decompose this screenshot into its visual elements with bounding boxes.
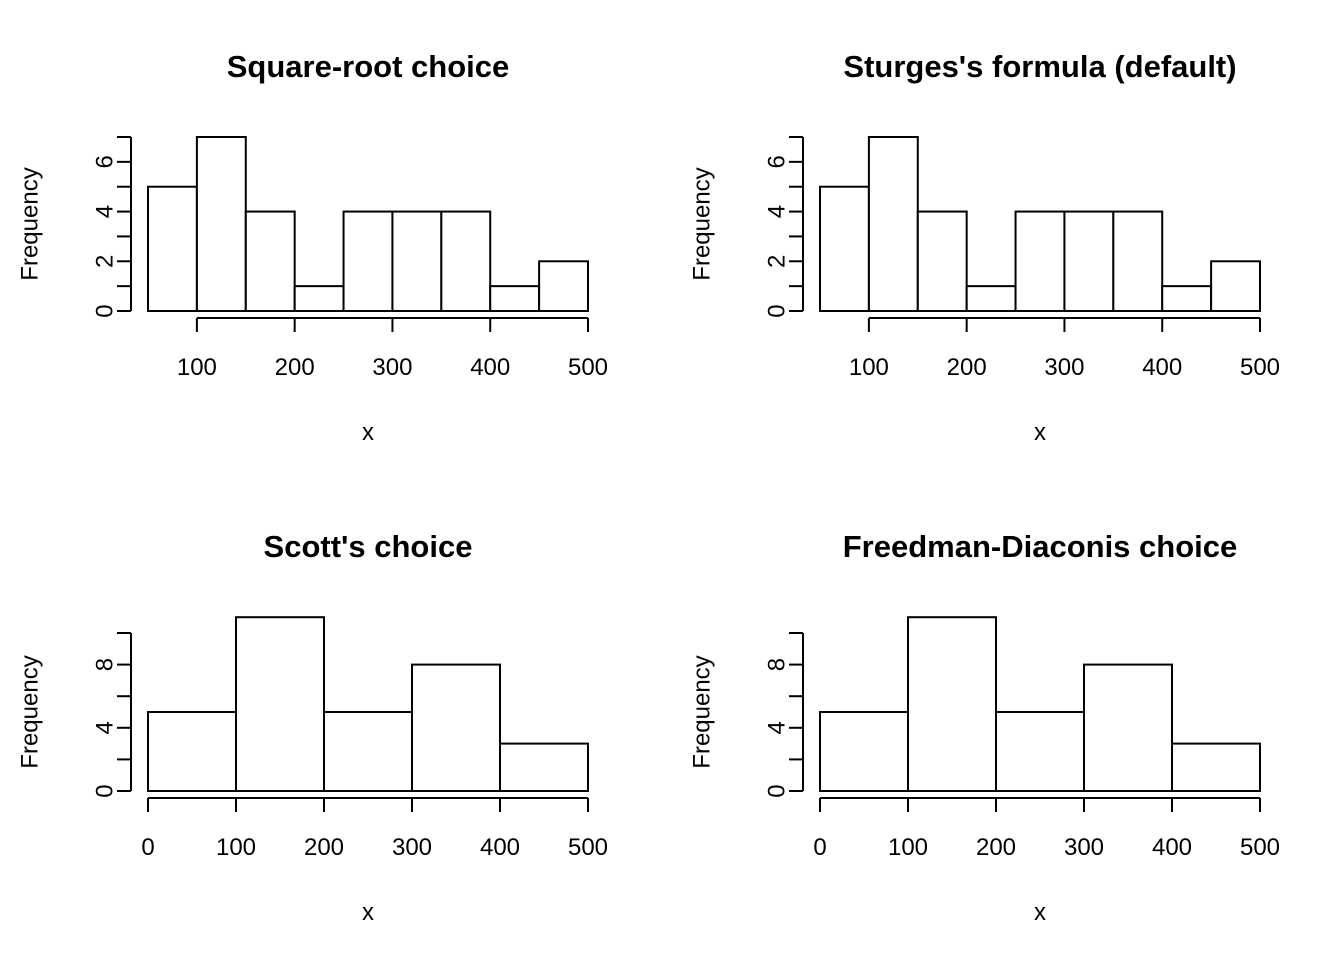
histogram-bar <box>244 210 296 312</box>
histogram-bar <box>391 210 443 312</box>
y-tick-label: 6 <box>92 155 119 168</box>
x-tick-label: 200 <box>947 354 987 381</box>
x-tick-label: 400 <box>480 834 520 861</box>
histogram-bar <box>867 136 919 312</box>
x-tick-label: 300 <box>372 354 412 381</box>
y-tick-label: 6 <box>764 155 791 168</box>
x-tick-label: 100 <box>177 354 217 381</box>
chart-title: Scott's choice <box>264 529 473 564</box>
histogram-bar <box>1112 210 1164 312</box>
y-tick-label: 4 <box>764 721 791 734</box>
chart-title: Sturges's formula (default) <box>843 49 1236 84</box>
histogram-bar <box>1210 260 1261 312</box>
histogram-bar <box>1171 742 1261 792</box>
histogram-bar <box>965 285 1017 312</box>
histogram-bar <box>819 711 909 792</box>
x-tick-label: 300 <box>392 834 432 861</box>
histogram-bar <box>195 136 247 312</box>
x-tick-label: 200 <box>304 834 344 861</box>
x-tick-label: 500 <box>568 354 608 381</box>
x-tick-label: 300 <box>1064 834 1104 861</box>
histogram-bar <box>819 185 870 312</box>
y-tick-label: 0 <box>92 304 119 317</box>
x-tick-label: 200 <box>275 354 315 381</box>
histogram-bar <box>538 260 589 312</box>
histogram-bar <box>916 210 968 312</box>
histogram-bar <box>489 285 541 312</box>
x-axis-label: x <box>1034 419 1046 446</box>
x-axis-label: x <box>362 419 374 446</box>
histogram-bar <box>147 185 198 312</box>
histogram-bar <box>411 663 501 792</box>
histogram-bar <box>995 711 1085 792</box>
x-tick-label: 500 <box>1240 354 1280 381</box>
y-tick-label: 4 <box>764 205 791 218</box>
x-tick-label: 500 <box>1240 834 1280 861</box>
histogram-bar <box>342 210 394 312</box>
histogram-bar <box>1161 285 1213 312</box>
histogram-panel-3: Scott's choice 0 100 200 300 400 500 0 4 8 x Freque… <box>17 529 609 926</box>
histogram-bar <box>235 616 325 793</box>
histogram-bar <box>147 711 237 792</box>
y-tick-label: 4 <box>92 205 119 218</box>
x-axis-label: x <box>1034 899 1046 926</box>
histogram-bar <box>293 285 345 312</box>
x-tick-label: 500 <box>568 834 608 861</box>
y-axis-label: Frequency <box>689 167 716 280</box>
histogram-bar <box>1014 210 1066 312</box>
chart-title: Freedman-Diaconis choice <box>843 529 1238 564</box>
y-tick-label: 8 <box>92 658 119 671</box>
x-tick-label: 0 <box>813 834 826 861</box>
y-tick-label: 0 <box>92 784 119 797</box>
x-tick-label: 100 <box>849 354 889 381</box>
histogram-panel-2: Sturges's formula (default) 100 200 300 400 5… <box>689 49 1281 446</box>
y-axis-label: Frequency <box>689 655 716 768</box>
y-axis-label: Frequency <box>17 167 44 280</box>
histogram-panel-1: Square-root choice 100 200 300 400 500 0 2 4 6 x Fr… <box>17 49 609 446</box>
histogram-bar <box>440 210 492 312</box>
chart-title: Square-root choice <box>227 49 510 84</box>
y-tick-label: 0 <box>764 304 791 317</box>
x-tick-label: 300 <box>1044 354 1084 381</box>
histogram-bar <box>323 711 413 792</box>
x-tick-label: 400 <box>1152 834 1192 861</box>
y-tick-label: 8 <box>764 658 791 671</box>
histogram-bar <box>1063 210 1115 312</box>
x-tick-label: 200 <box>976 834 1016 861</box>
y-tick-label: 4 <box>92 721 119 734</box>
histogram-bar <box>499 742 589 792</box>
y-tick-label: 0 <box>764 784 791 797</box>
x-tick-label: 100 <box>216 834 256 861</box>
histogram-panel-4: Freedman-Diaconis choice 0 100 200 300 400 500… <box>689 529 1281 926</box>
x-axis-label: x <box>362 899 374 926</box>
histogram-bar <box>1083 663 1173 792</box>
y-axis-label: Frequency <box>17 655 44 768</box>
histogram-bar <box>907 616 997 793</box>
x-tick-label: 100 <box>888 834 928 861</box>
x-tick-label: 400 <box>470 354 510 381</box>
x-tick-label: 0 <box>141 834 154 861</box>
y-tick-label: 2 <box>92 255 119 268</box>
y-tick-label: 2 <box>764 255 791 268</box>
x-tick-label: 400 <box>1142 354 1182 381</box>
